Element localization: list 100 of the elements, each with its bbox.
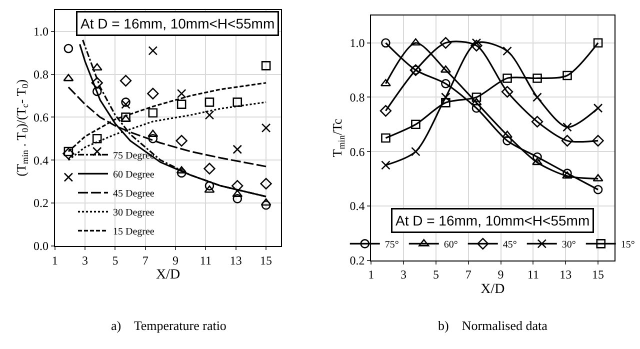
point bbox=[472, 92, 482, 102]
point bbox=[64, 146, 74, 156]
point bbox=[64, 172, 74, 182]
x-tick-label: 3 bbox=[82, 253, 88, 268]
y-tick-label: 0.0 bbox=[33, 239, 48, 254]
point bbox=[531, 116, 544, 128]
x-tick-label: 9 bbox=[498, 268, 504, 282]
point bbox=[148, 46, 158, 56]
x-tick-label: 15 bbox=[260, 253, 272, 268]
point bbox=[381, 160, 390, 170]
point bbox=[121, 112, 130, 122]
point bbox=[440, 65, 451, 73]
text: a) Temperature ratio bbox=[111, 318, 226, 333]
point bbox=[232, 190, 243, 198]
legend-label: 15 Degree bbox=[113, 226, 155, 238]
annotation: At D = 16mm, 10mm<H<55mm bbox=[396, 212, 590, 228]
point bbox=[501, 86, 514, 98]
point bbox=[562, 122, 572, 132]
point bbox=[441, 98, 450, 108]
text: b) Normalised data bbox=[438, 318, 548, 333]
point bbox=[502, 74, 512, 83]
point bbox=[176, 100, 186, 109]
point bbox=[64, 44, 74, 54]
point bbox=[63, 74, 74, 82]
x-tick-label: 11 bbox=[200, 253, 212, 268]
point bbox=[593, 38, 603, 48]
legend-label: 45° bbox=[502, 240, 517, 251]
x-tick-label: 11 bbox=[527, 268, 539, 282]
point bbox=[62, 148, 74, 160]
y-tick-label: 1.0 bbox=[33, 24, 48, 39]
y-tick-label: 0.2 bbox=[350, 253, 365, 268]
point bbox=[92, 146, 102, 156]
point bbox=[592, 134, 604, 147]
x-tick-label: 3 bbox=[400, 268, 407, 282]
point bbox=[204, 98, 214, 107]
point bbox=[176, 88, 186, 98]
x-tick-label: 7 bbox=[142, 253, 148, 268]
x-tick-label: 13 bbox=[230, 253, 242, 268]
point bbox=[261, 61, 271, 70]
point bbox=[260, 198, 272, 206]
point bbox=[380, 104, 392, 117]
point bbox=[593, 103, 603, 113]
point bbox=[232, 144, 242, 154]
y-tick-label: 0.4 bbox=[350, 199, 365, 214]
point bbox=[204, 181, 214, 190]
point bbox=[148, 108, 158, 118]
point bbox=[562, 70, 572, 80]
legend-label: 15° bbox=[620, 240, 635, 251]
point bbox=[92, 134, 102, 144]
point bbox=[593, 184, 603, 194]
point bbox=[148, 134, 158, 144]
x-tick-label: 1 bbox=[52, 253, 58, 268]
point bbox=[261, 200, 271, 210]
legend-label: 60 Degree bbox=[113, 170, 155, 181]
point bbox=[502, 136, 512, 146]
point bbox=[91, 77, 103, 89]
point bbox=[120, 74, 132, 87]
y-tick-label: 0.6 bbox=[350, 144, 365, 159]
point bbox=[411, 120, 420, 130]
point bbox=[441, 79, 450, 88]
point bbox=[532, 74, 542, 83]
point bbox=[562, 168, 572, 178]
x-tick-label: 5 bbox=[432, 268, 439, 282]
y-tick-label: 0.8 bbox=[33, 67, 48, 82]
y-tick-label: 0.8 bbox=[350, 90, 365, 104]
x-tick-label: 1 bbox=[368, 268, 374, 282]
x-tick-label: 7 bbox=[465, 268, 472, 282]
x-tick-label: 15 bbox=[592, 268, 604, 282]
point bbox=[381, 133, 390, 143]
point bbox=[204, 185, 215, 193]
legend-label: 30° bbox=[562, 240, 576, 251]
legend-label: 60° bbox=[444, 240, 458, 251]
x-axis-title: X/D bbox=[480, 282, 505, 297]
legend-label: 30 Degree bbox=[113, 208, 155, 219]
legend-label: 75° bbox=[384, 240, 399, 251]
point bbox=[260, 178, 272, 190]
y-tick-label: 1.0 bbox=[350, 36, 365, 50]
x-axis-title: X/D bbox=[156, 268, 180, 283]
point bbox=[232, 194, 242, 204]
point bbox=[121, 98, 130, 107]
point bbox=[176, 134, 188, 147]
annotation: At D = 16mm, 10mm<H<55mm bbox=[80, 16, 275, 32]
point bbox=[92, 86, 102, 96]
point bbox=[410, 38, 421, 46]
x-tick-label: 13 bbox=[560, 268, 572, 282]
x-tick-label: 5 bbox=[112, 253, 118, 268]
y-tick-label: 0.2 bbox=[33, 196, 48, 210]
point bbox=[232, 180, 244, 192]
point bbox=[147, 88, 159, 100]
y-tick-label: 0.6 bbox=[33, 110, 48, 124]
point bbox=[121, 100, 130, 109]
point bbox=[204, 110, 214, 120]
point bbox=[561, 134, 574, 147]
point bbox=[232, 98, 242, 107]
point bbox=[204, 162, 216, 175]
point bbox=[261, 123, 271, 133]
legend-label: 45 Degree bbox=[113, 188, 155, 200]
x-tick-label: 9 bbox=[172, 253, 179, 268]
point bbox=[532, 152, 542, 162]
point bbox=[440, 37, 452, 49]
